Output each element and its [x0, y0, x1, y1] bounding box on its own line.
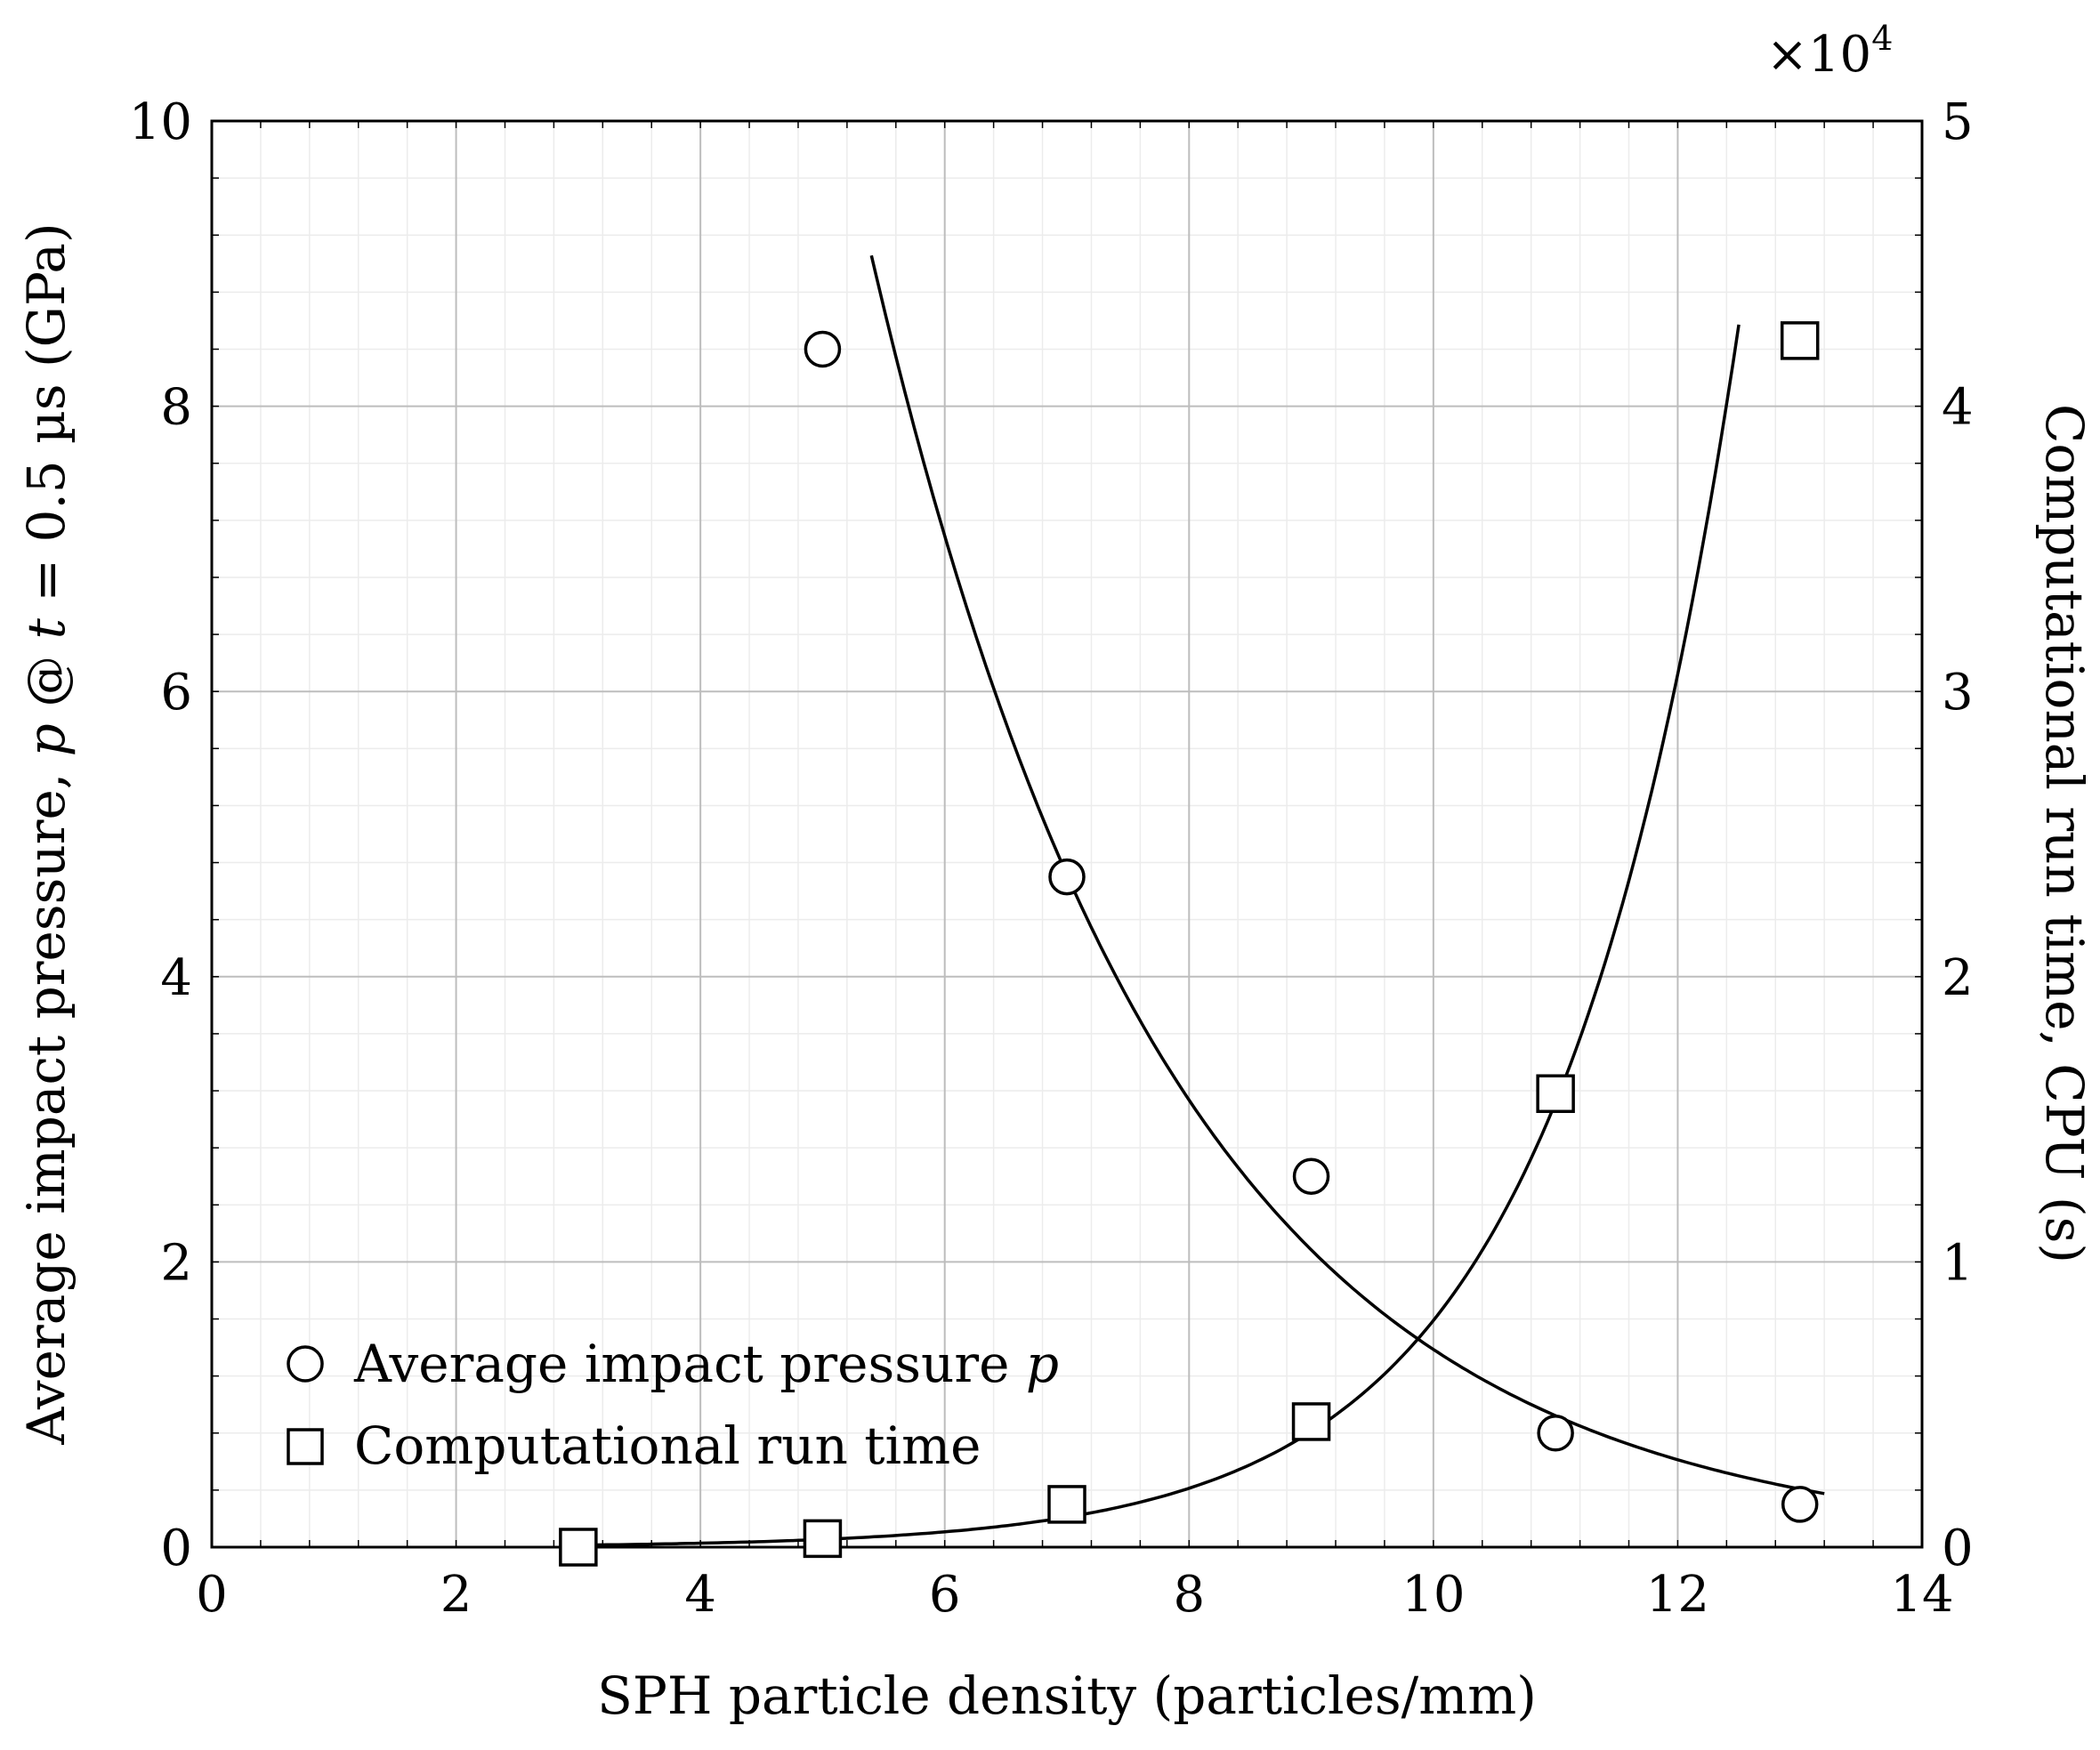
left-y-tick-label: 10 — [129, 93, 192, 151]
legend-circle-marker — [287, 1345, 324, 1383]
x-tick-label: 8 — [1173, 1566, 1205, 1624]
runtime-point — [803, 1519, 843, 1559]
right-y-tick-labels: 0 1 2 3 4 5 — [1942, 93, 1974, 1577]
legend-label-runtime: Computational run time — [354, 1415, 981, 1476]
right-y-axis-title: Computational run time, CPU (s) — [2034, 404, 2095, 1263]
pressure-point — [1292, 1157, 1330, 1195]
pressure-point — [1781, 1486, 1819, 1523]
runtime-point — [1047, 1485, 1086, 1524]
right-y-tick-label: 1 — [1942, 1234, 1974, 1292]
x-tick-labels: 0 2 4 6 8 10 12 14 — [196, 1566, 1953, 1624]
data-markers — [559, 321, 1820, 1567]
pressure-point — [804, 330, 842, 368]
legend-square-marker — [287, 1428, 324, 1465]
left-y-tick-label: 6 — [160, 664, 192, 722]
runtime-point — [1291, 1402, 1331, 1441]
runtime-point — [559, 1528, 598, 1567]
x-tick-label: 2 — [440, 1566, 472, 1624]
legend: Average impact pressure p Computational … — [287, 1334, 1059, 1476]
x-tick-label: 10 — [1401, 1566, 1465, 1624]
x-tick-label: 12 — [1646, 1566, 1709, 1624]
right-axis-multiplier: ×104 — [1766, 19, 1893, 84]
x-tick-label: 0 — [196, 1566, 228, 1624]
right-y-tick-label: 2 — [1942, 949, 1974, 1007]
right-y-tick-label: 0 — [1942, 1520, 1974, 1577]
pressure-point — [1537, 1415, 1574, 1452]
left-y-axis-title: Average impact pressure, p @ t = 0.5 µs … — [16, 222, 77, 1445]
left-y-tick-label: 0 — [160, 1520, 192, 1577]
legend-label-pressure: Average impact pressure p — [353, 1334, 1059, 1394]
x-tick-label: 14 — [1890, 1566, 1953, 1624]
right-y-tick-label: 3 — [1942, 664, 1974, 722]
fit-curves — [578, 254, 1825, 1547]
x-axis-title: SPH particle density (particles/mm) — [597, 1665, 1537, 1726]
left-y-tick-label: 4 — [160, 949, 192, 1007]
plot-frame — [210, 119, 1924, 1549]
right-y-tick-label: 4 — [1942, 379, 1974, 437]
x-tick-label: 6 — [929, 1566, 961, 1624]
x-tick-label: 4 — [684, 1566, 716, 1624]
left-y-tick-labels: 0 2 4 6 8 10 — [129, 93, 192, 1577]
fit-curve-1 — [578, 324, 1741, 1547]
runtime-point — [1536, 1074, 1575, 1113]
left-y-tick-label: 2 — [160, 1234, 192, 1292]
pressure-point — [1048, 858, 1086, 896]
right-y-tick-label: 5 — [1942, 93, 1974, 151]
fit-curve-0 — [869, 254, 1825, 1496]
left-y-tick-label: 8 — [160, 379, 192, 437]
runtime-point — [1780, 321, 1820, 360]
